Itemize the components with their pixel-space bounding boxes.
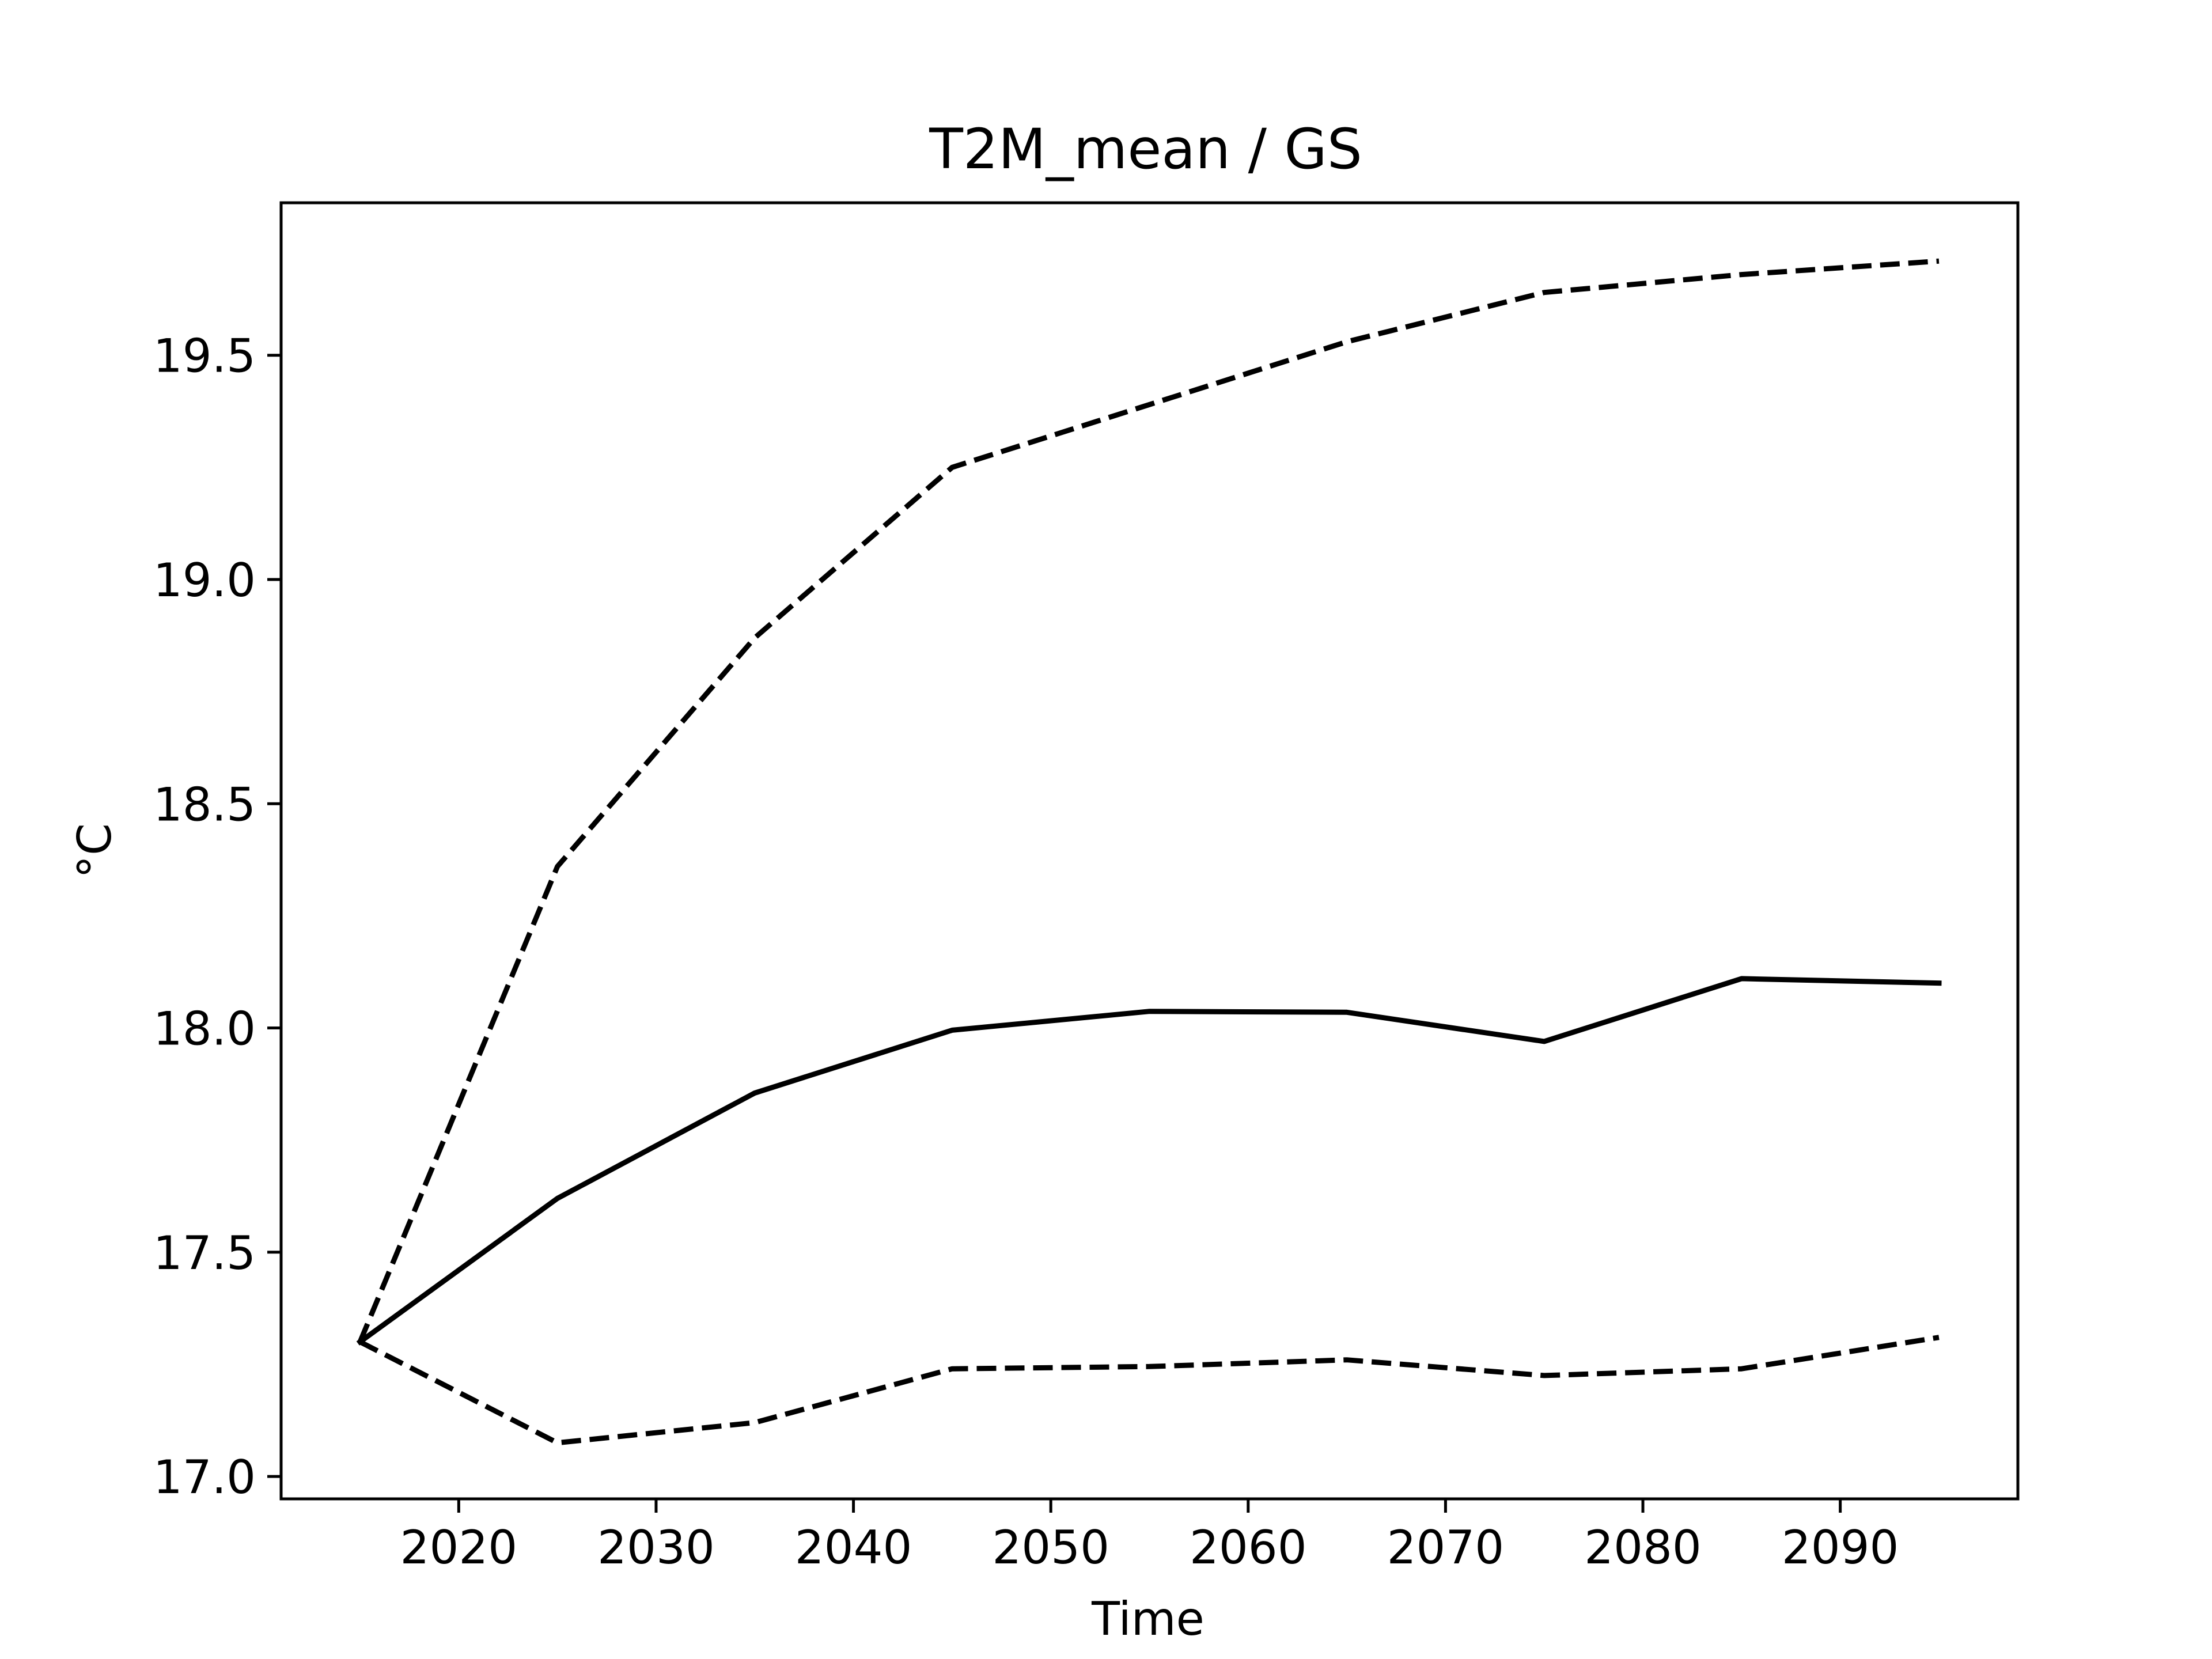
plot-frame bbox=[279, 201, 2020, 1501]
x-axis: 2020 2030 2040 2050 2060 2070 2080 2090 bbox=[400, 1499, 1899, 1574]
y-tick-label: 19.5 bbox=[153, 329, 256, 383]
dashed-series-line-2 bbox=[358, 1335, 1940, 1446]
y-axis-label: °C bbox=[68, 823, 122, 878]
solid-series-line-0 bbox=[356, 976, 1942, 1346]
x-axis-label: Time bbox=[1091, 1592, 1205, 1646]
dashed-series-line-1 bbox=[357, 258, 1940, 1343]
y-axis: 17.0 17.5 18.0 18.5 19.0 19.5 bbox=[153, 329, 281, 1504]
x-tick-label: 2020 bbox=[400, 1521, 518, 1574]
x-tick-label: 2080 bbox=[1584, 1521, 1702, 1574]
x-tick-label: 2030 bbox=[597, 1521, 715, 1574]
x-tick-label: 2090 bbox=[1782, 1521, 1899, 1574]
y-tick-label: 18.0 bbox=[153, 1002, 256, 1056]
x-tick-label: 2060 bbox=[1190, 1521, 1307, 1574]
y-tick-label: 18.5 bbox=[153, 778, 256, 831]
y-tick-label: 19.0 bbox=[153, 554, 256, 607]
series-layer bbox=[356, 258, 1942, 1446]
x-tick-label: 2050 bbox=[992, 1521, 1109, 1574]
x-tick-label: 2070 bbox=[1387, 1521, 1505, 1574]
y-tick-label: 17.0 bbox=[153, 1450, 256, 1504]
x-tick-label: 2040 bbox=[795, 1521, 912, 1574]
chart-title: T2M_mean / GS bbox=[929, 117, 1362, 181]
y-tick-label: 17.5 bbox=[153, 1226, 256, 1280]
